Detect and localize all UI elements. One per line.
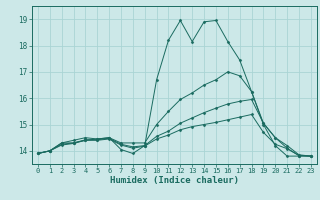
X-axis label: Humidex (Indice chaleur): Humidex (Indice chaleur): [110, 176, 239, 185]
